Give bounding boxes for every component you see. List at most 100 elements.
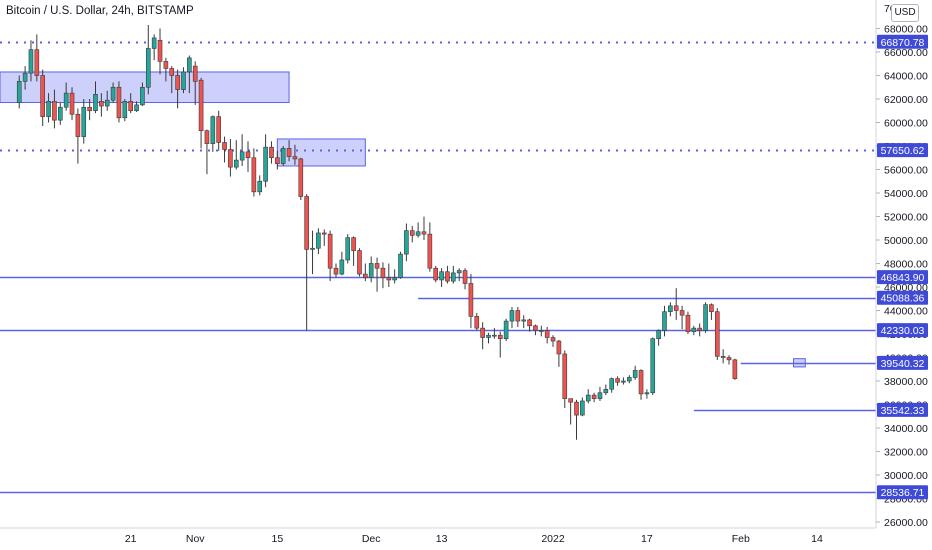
candle [40, 69, 45, 127]
currency-button[interactable]: USD [891, 4, 919, 22]
candle [275, 150, 280, 170]
candle [515, 306, 521, 327]
candle [69, 87, 75, 121]
level-label-box [877, 402, 928, 417]
candle-body [697, 327, 702, 331]
candle-body [621, 380, 626, 383]
candle [57, 102, 63, 125]
candle [316, 228, 321, 255]
candle [591, 392, 597, 403]
candle [140, 82, 145, 107]
candle [621, 377, 626, 385]
level-label-text: 46843.90 [881, 272, 925, 284]
candle [486, 332, 491, 344]
candle-body [421, 231, 427, 235]
candle-body [580, 400, 585, 416]
candle-body [99, 101, 104, 107]
candle-body [662, 311, 667, 331]
candle [110, 82, 116, 103]
level-label-box [877, 143, 928, 158]
candle [732, 358, 738, 380]
candle-body [409, 230, 415, 236]
y-tick-label: 26000.00 [884, 517, 928, 529]
candle-body [615, 378, 620, 383]
candle [462, 268, 468, 290]
candle-body [63, 92, 69, 108]
candle-body [374, 263, 380, 269]
candle [269, 141, 274, 164]
candle [544, 326, 550, 344]
x-tick-label: Nov [186, 533, 205, 545]
candle-body [556, 340, 562, 355]
candle [99, 93, 104, 117]
chart-title: Bitcoin / U.S. Dollar, 24h, BITSTAMP [6, 5, 194, 17]
candle-body [110, 86, 116, 101]
y-tick-label: 68000.00 [884, 24, 928, 36]
candle [63, 82, 69, 111]
candle [427, 222, 433, 272]
candle [691, 325, 697, 336]
candle [34, 34, 40, 82]
candle [368, 256, 374, 283]
candle-body [527, 319, 532, 327]
candle [468, 274, 474, 329]
candle [568, 398, 573, 425]
candle [409, 225, 415, 243]
candle [574, 399, 579, 440]
candle-body [656, 330, 661, 340]
candle-body [46, 101, 51, 117]
level-price-label: 66870.78 [877, 34, 928, 49]
candle [192, 61, 198, 105]
time-axis[interactable]: 21 Nov 15 Dec 13 2022 17 Feb 14 [125, 533, 823, 545]
candle-body [87, 106, 92, 112]
candle [709, 303, 714, 320]
candle-body [732, 359, 738, 379]
y-tick-label: 30000.00 [884, 470, 928, 482]
candle-body [433, 267, 439, 281]
candle-body [298, 158, 304, 197]
candle [222, 136, 227, 163]
y-tick-label: 52000.00 [884, 212, 928, 224]
candle [157, 28, 163, 75]
candle-body [679, 310, 685, 316]
candle [245, 141, 251, 172]
candle-body [233, 159, 239, 168]
candle [46, 93, 51, 123]
y-tick-label: 62000.00 [884, 94, 928, 106]
candle-body [462, 270, 468, 284]
candle-body [28, 49, 34, 74]
candle-body [275, 157, 280, 164]
candle [351, 236, 356, 266]
candle-body [216, 116, 221, 143]
candle [533, 324, 538, 336]
candle-body [269, 146, 274, 159]
candle [363, 263, 368, 282]
candle-body [204, 130, 210, 144]
candle [497, 331, 503, 358]
candle-body [468, 283, 474, 317]
candle [333, 263, 339, 278]
candle-body [257, 180, 263, 193]
candle [122, 99, 128, 122]
candle [597, 386, 603, 401]
candle [474, 312, 480, 331]
candle [550, 335, 556, 347]
candle [286, 140, 292, 162]
price-axis[interactable]: 26000.0028000.0030000.0032000.0034000.00… [876, 3, 928, 529]
candle [580, 397, 585, 417]
candle [93, 81, 98, 114]
candle-body [333, 267, 339, 275]
level-labels: 66870.78 57650.62 46843.90 45088.36 42330.03… [877, 34, 928, 500]
x-tick-label: 14 [811, 533, 823, 545]
candle [456, 268, 462, 282]
candle-body [626, 377, 632, 382]
level-label-box [877, 270, 928, 285]
y-tick-label: 56000.00 [884, 165, 928, 177]
level-price-label: 57650.62 [877, 143, 928, 158]
candle [321, 229, 327, 246]
candle-body [503, 320, 509, 340]
candle-body [720, 356, 726, 358]
level-label-text: 45088.36 [881, 293, 925, 305]
x-tick-label: Feb [732, 533, 750, 545]
